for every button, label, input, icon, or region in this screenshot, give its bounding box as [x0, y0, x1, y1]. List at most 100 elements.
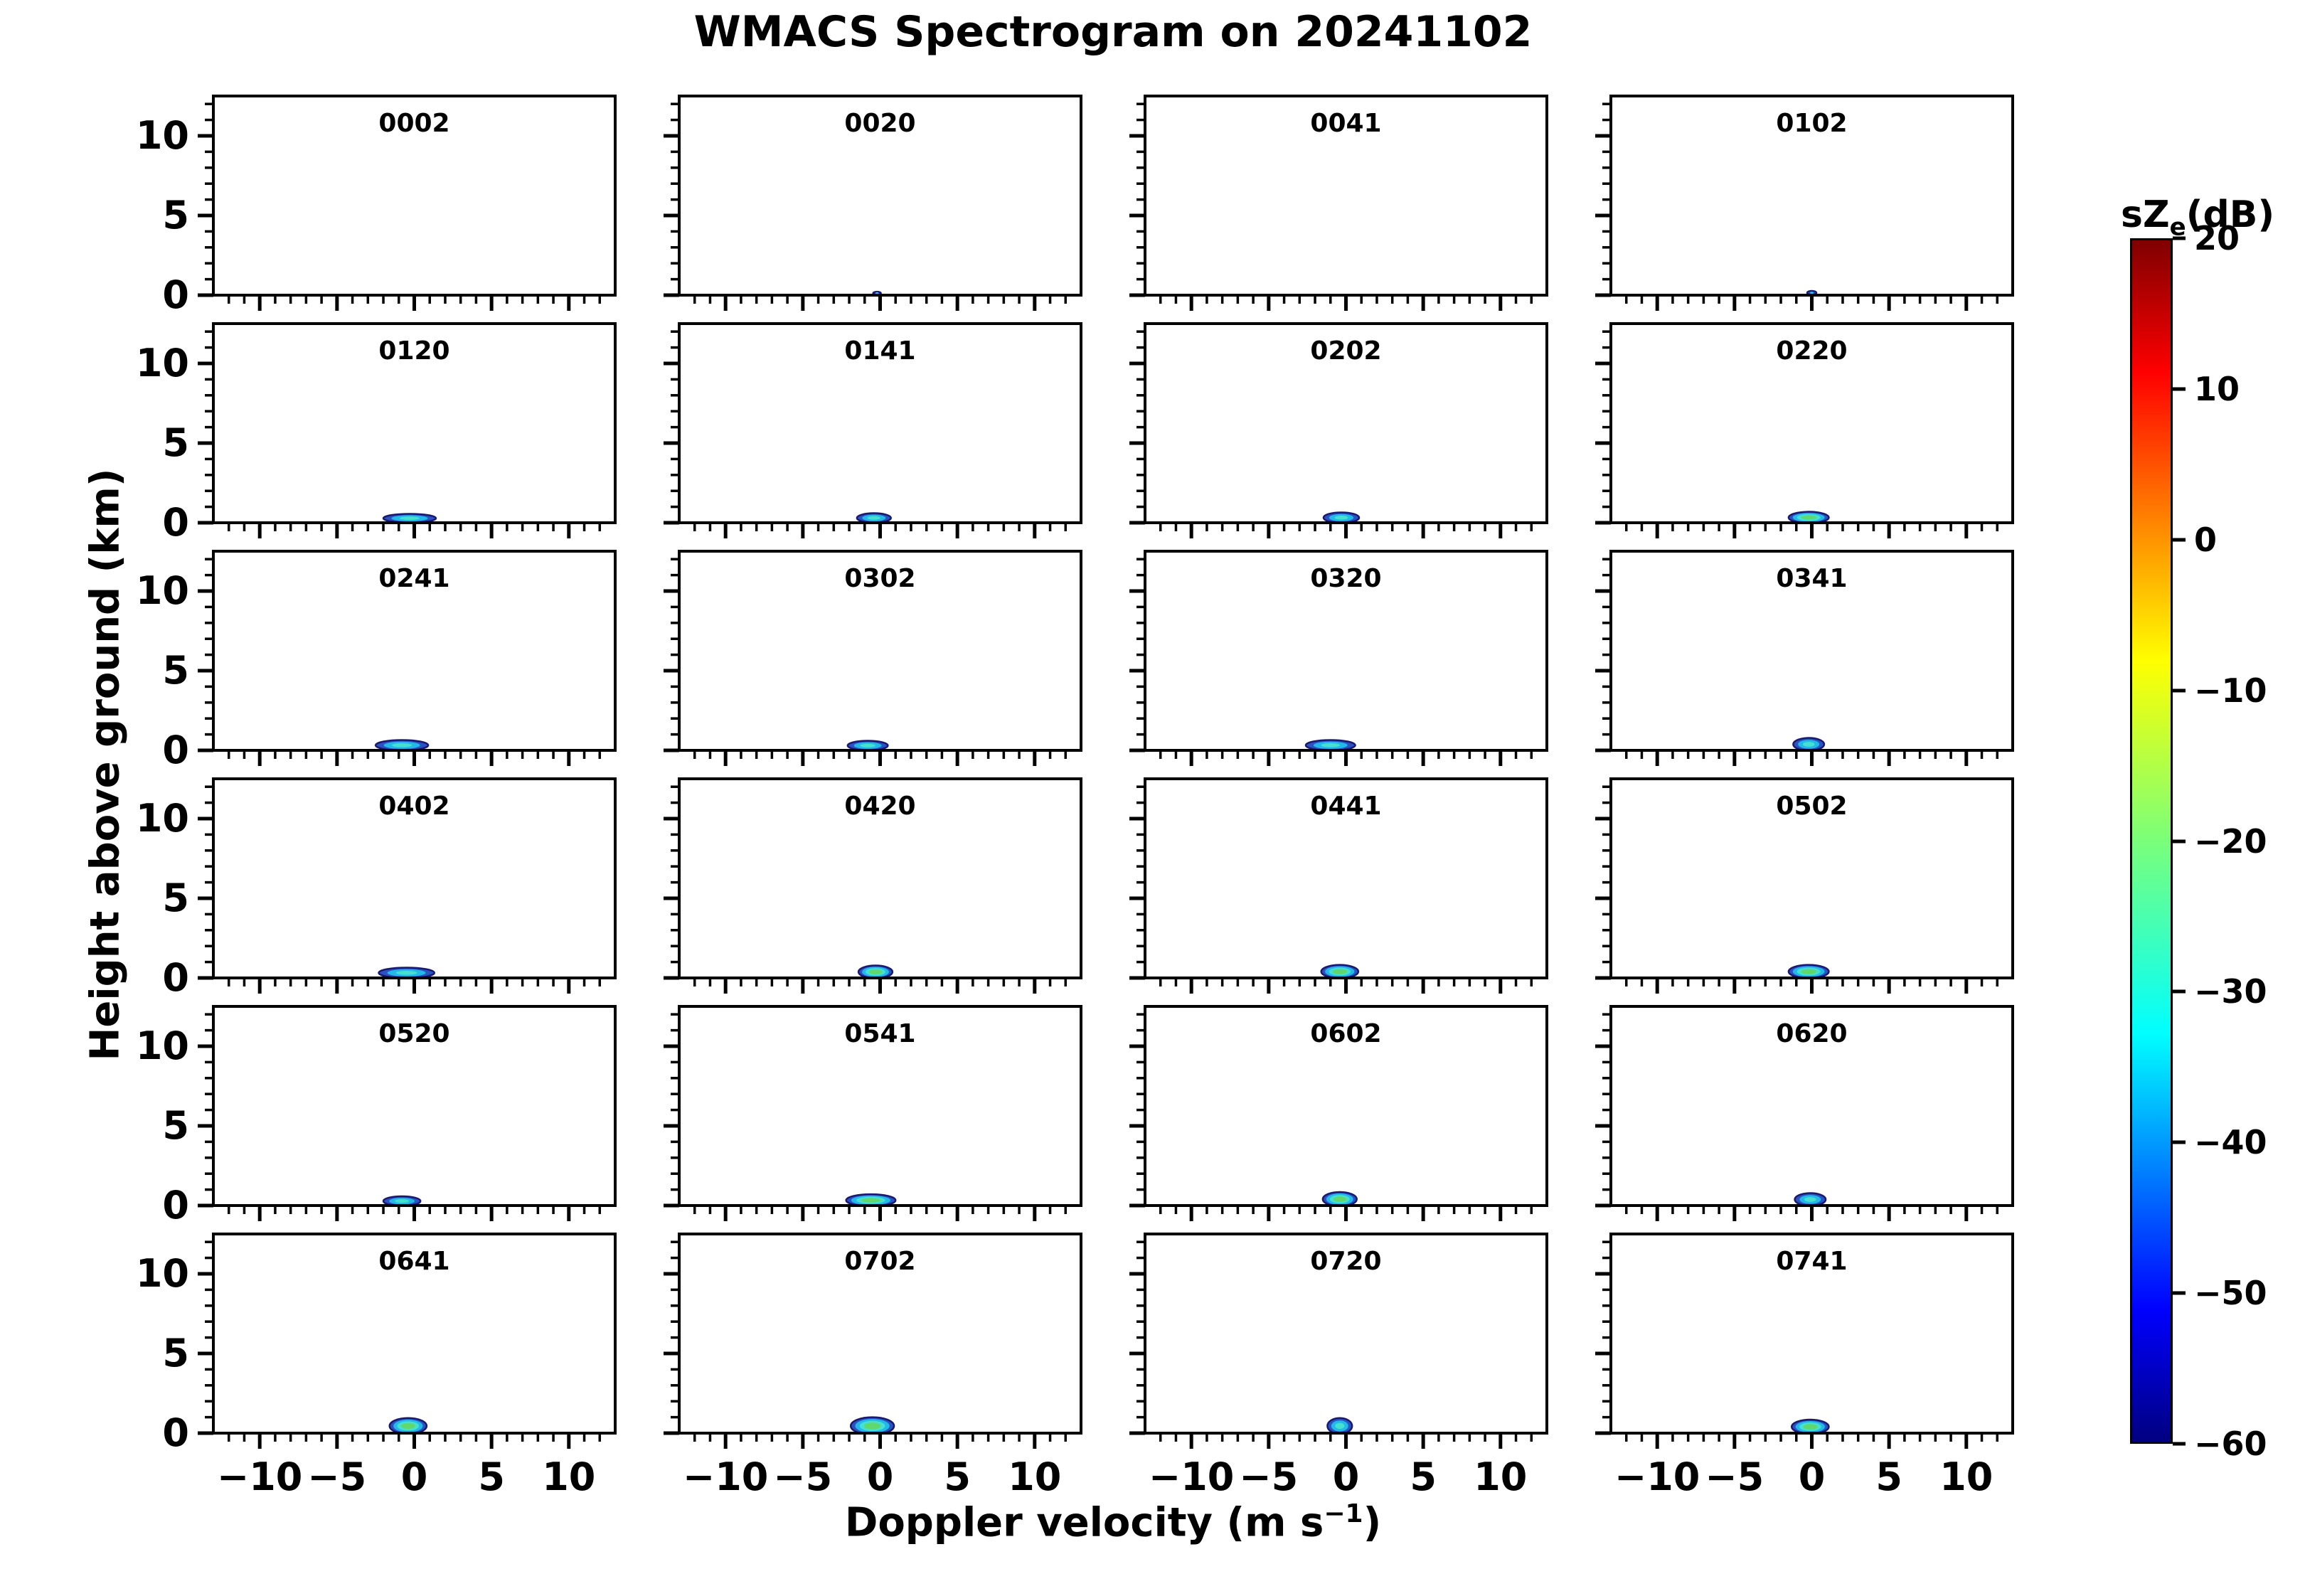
x-tick-label: 5	[944, 1454, 971, 1499]
y-tick-label: 0	[162, 955, 189, 1000]
subplot-time-label: 0241	[378, 564, 449, 593]
subplot-time-label: 0302	[844, 564, 915, 593]
x-tick-label: 10	[1474, 1454, 1527, 1499]
x-tick-label: 0	[401, 1454, 428, 1499]
colorbar-tick-label: −10	[2194, 671, 2267, 710]
spectrogram-echo	[378, 967, 435, 978]
x-tick-label: −10	[683, 1454, 768, 1499]
subplot-time-label: 0120	[378, 336, 449, 366]
x-tick-label: 10	[1939, 1454, 1993, 1499]
x-tick-label: −10	[217, 1454, 302, 1499]
subplot-0441: 0441	[1129, 777, 1548, 994]
subplot-time-label: 0402	[378, 792, 449, 821]
spectrogram-echo	[374, 739, 430, 750]
colorbar-tick-label: −40	[2194, 1123, 2267, 1162]
subplot-time-label: 0702	[844, 1247, 915, 1276]
subplot-0320: 0320	[1129, 550, 1548, 766]
subplot-0520: 0520 0 5 10	[136, 1005, 617, 1228]
subplot-0702: 0702 −10 −5 0 5 10	[664, 1233, 1082, 1499]
subplot-0420: 0420	[664, 777, 1082, 994]
y-tick-label: 5	[162, 193, 189, 238]
subplot-0502: 0502	[1595, 777, 2014, 994]
subplot-time-label: 0320	[1310, 564, 1381, 593]
colorbar-tick-label: 20	[2194, 219, 2240, 257]
colorbar-title-text: sZ	[2121, 193, 2170, 236]
colorbar-tick-label: −30	[2194, 972, 2267, 1011]
x-tick-label: −5	[1239, 1454, 1298, 1499]
y-tick-label: 10	[136, 568, 189, 613]
colorbar-tick-mark	[2173, 387, 2186, 391]
x-tick-label: −10	[1149, 1454, 1234, 1499]
y-tick-label: 10	[136, 1023, 189, 1068]
y-tick-label: 0	[162, 1410, 189, 1455]
subplot-0620: 0620	[1595, 1005, 2014, 1221]
spectrogram-echo	[1320, 964, 1360, 978]
colorbar-tick-mark	[2173, 989, 2186, 994]
y-tick-label: 10	[136, 113, 189, 158]
spectrogram-echo	[1792, 737, 1826, 750]
y-tick-label: 5	[162, 876, 189, 920]
spectrogram-echo	[1326, 1417, 1353, 1433]
colorbar-tick-mark	[2173, 1442, 2186, 1446]
spectrogram-echo	[846, 740, 889, 750]
y-tick-label: 10	[136, 341, 189, 385]
subplot-time-label: 0002	[378, 109, 449, 138]
subplot-0120: 0120 0 5 10	[136, 322, 617, 545]
subplot-0041: 0041	[1129, 95, 1548, 311]
subplot-time-label: 0220	[1776, 336, 1847, 366]
subplot-0102: 0102	[1595, 95, 2014, 311]
x-axis-label-superscript: −1	[1324, 1499, 1363, 1528]
x-tick-label: 0	[867, 1454, 894, 1499]
x-tick-label: −5	[773, 1454, 832, 1499]
x-tick-label: 10	[1008, 1454, 1061, 1499]
subplot-time-label: 0541	[844, 1019, 915, 1048]
spectrogram-echo	[1322, 511, 1361, 523]
subplot-time-label: 0720	[1310, 1247, 1381, 1276]
spectrogram-echo	[1787, 511, 1830, 523]
subplot-time-label: 0741	[1776, 1247, 1847, 1276]
subplot-0141: 0141	[664, 322, 1082, 538]
colorbar-tick-label: 10	[2194, 369, 2240, 408]
subplot-0741: 0741 −10 −5 0 5 10	[1595, 1233, 2014, 1499]
subplot-0241: 0241 0 5 10	[136, 550, 617, 772]
subplot-0302: 0302	[664, 550, 1082, 766]
spectrogram-echo	[857, 964, 894, 978]
subplot-time-label: 0102	[1776, 109, 1847, 138]
subplot-0020: 0020	[664, 95, 1082, 311]
colorbar-tick-mark	[2173, 1140, 2186, 1144]
subplot-0541: 0541	[664, 1005, 1082, 1221]
subplot-0641: 0641 0 5 10 −10 −5 0 5 10	[136, 1233, 617, 1499]
colorbar-tick-label: −20	[2194, 821, 2267, 861]
x-tick-label: 0	[1333, 1454, 1360, 1499]
spectrogram-echo	[845, 1193, 897, 1206]
subplot-time-label: 0602	[1310, 1019, 1381, 1048]
colorbar-tick-label: 0	[2194, 520, 2218, 559]
subplot-0220: 0220	[1595, 322, 2014, 538]
subplot-time-label: 0341	[1776, 564, 1847, 593]
subplot-time-label: 0041	[1310, 109, 1381, 138]
colorbar-tick-mark	[2173, 688, 2186, 693]
colorbar	[2130, 238, 2173, 1444]
y-tick-label: 10	[136, 1251, 189, 1296]
colorbar-title-subscript: e	[2169, 213, 2186, 242]
subplot-time-label: 0520	[378, 1019, 449, 1048]
colorbar-tick-mark	[2173, 236, 2186, 240]
subplot-time-label: 0620	[1776, 1019, 1847, 1048]
x-axis-label: Doppler velocity (m s−1)	[213, 1499, 2013, 1546]
subplot-0202: 0202	[1129, 322, 1548, 538]
x-axis-label-text: Doppler velocity (m s	[844, 1499, 1324, 1546]
y-tick-label: 5	[162, 420, 189, 465]
x-tick-label: 5	[1875, 1454, 1902, 1499]
x-tick-label: 10	[542, 1454, 595, 1499]
subplot-time-label: 0202	[1310, 336, 1381, 366]
spectrogram-echo	[1794, 1192, 1827, 1206]
x-tick-label: 5	[478, 1454, 505, 1499]
colorbar-tick-label: −60	[2194, 1425, 2267, 1463]
colorbar-tick-mark	[2173, 1291, 2186, 1295]
y-tick-label: 0	[162, 500, 189, 545]
y-tick-label: 0	[162, 728, 189, 772]
y-tick-label: 5	[162, 1103, 189, 1148]
subplot-0402: 0402 0 5 10	[136, 777, 617, 1000]
y-tick-label: 0	[162, 272, 189, 317]
spectrogram-echo	[1304, 739, 1356, 750]
